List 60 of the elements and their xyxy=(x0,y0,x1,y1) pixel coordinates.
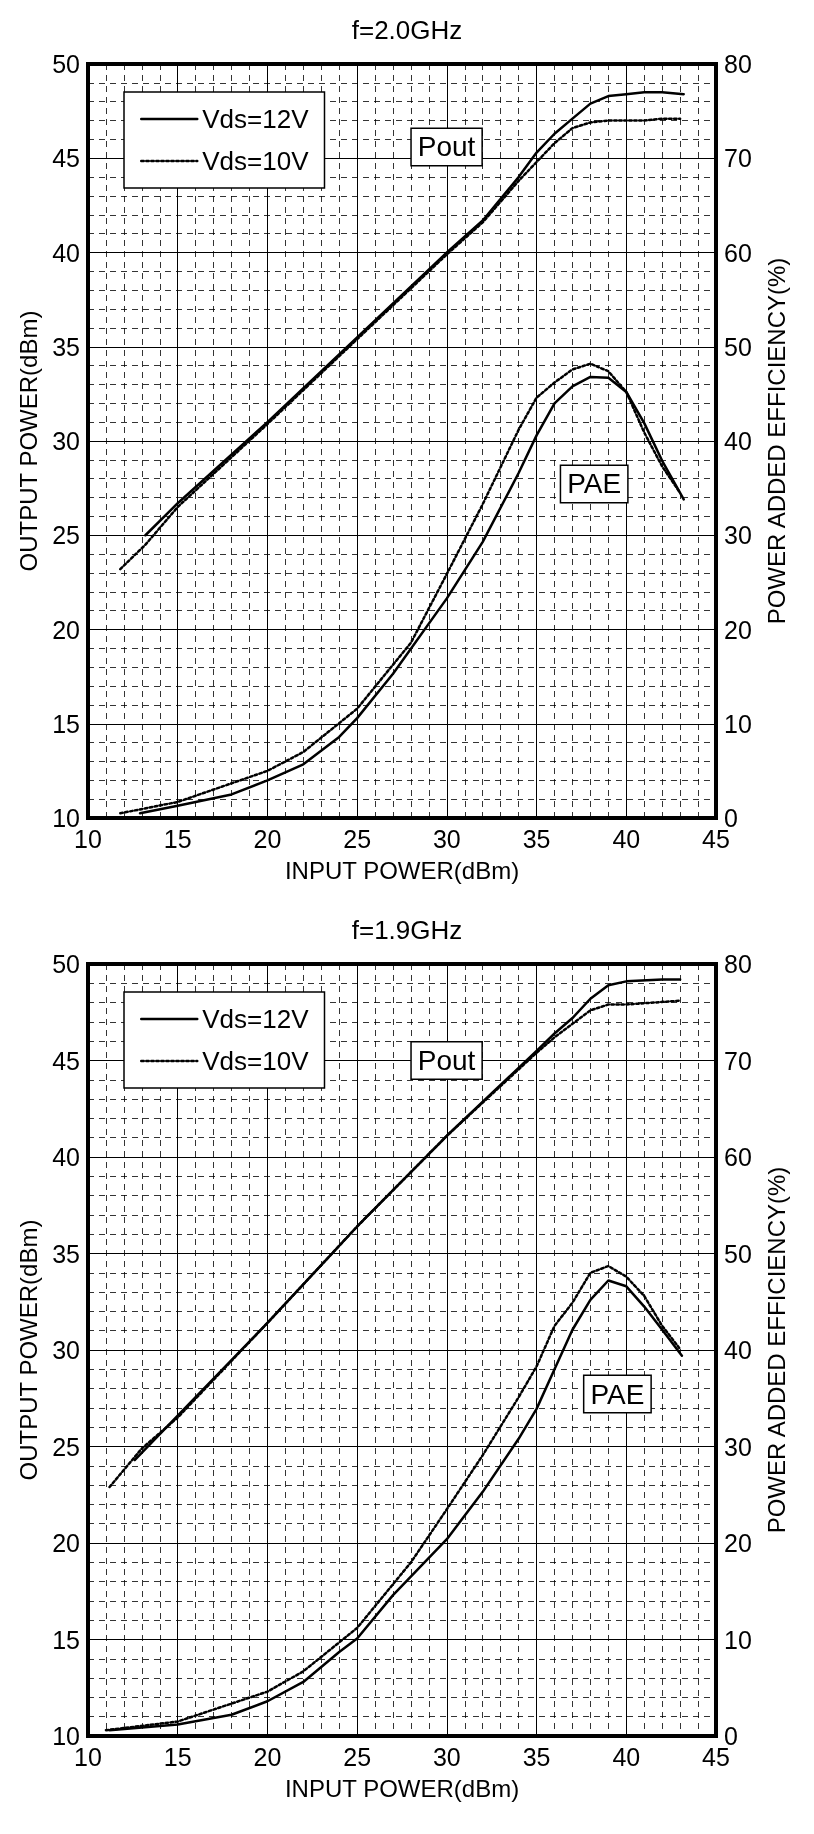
x-tick-label: 20 xyxy=(253,824,282,853)
chart-title: f=1.9GHz xyxy=(351,915,463,945)
y-tick-label: 50 xyxy=(52,50,80,78)
y2-tick-label: 70 xyxy=(724,1046,752,1075)
y-tick-label: 15 xyxy=(52,1625,80,1654)
x-tick-label: 15 xyxy=(163,1742,192,1771)
y-tick-label: 45 xyxy=(52,144,80,173)
y2-tick-label: 30 xyxy=(724,1432,752,1461)
y-axis-title: OUTPUT POWER(dBm) xyxy=(14,1219,42,1481)
y-tick-label: 25 xyxy=(52,1432,80,1461)
y2-tick-label: 50 xyxy=(724,1239,752,1268)
legend-label: Vds=12V xyxy=(202,104,310,134)
y-tick-label: 40 xyxy=(52,1143,80,1171)
x-tick-label: 40 xyxy=(612,1742,641,1771)
annotation: Pout xyxy=(417,131,476,163)
y-tick-label: 20 xyxy=(52,1529,80,1557)
x-axis-title: INPUT POWER(dBm) xyxy=(284,1774,520,1802)
x-tick-label: 35 xyxy=(522,1742,551,1771)
y-tick-label: 30 xyxy=(52,1336,80,1364)
y2-axis-title: POWER ADDED EFFICIENCY(%) xyxy=(762,257,790,625)
y-tick-label: 25 xyxy=(52,521,80,550)
y-axis-title: OUTPUT POWER(dBm) xyxy=(14,310,42,572)
y2-tick-label: 30 xyxy=(724,521,752,550)
x-tick-label: 40 xyxy=(612,824,641,853)
x-tick-label: 30 xyxy=(432,1742,461,1771)
y2-tick-label: 60 xyxy=(724,1143,752,1171)
y2-tick-label: 50 xyxy=(724,332,752,361)
x-tick-label: 25 xyxy=(343,1742,372,1771)
y-tick-label: 50 xyxy=(52,950,80,978)
x-tick-label: 30 xyxy=(432,824,461,853)
y2-tick-label: 20 xyxy=(724,615,752,644)
x-tick-label: 15 xyxy=(163,824,192,853)
y2-tick-label: 40 xyxy=(724,427,752,455)
x-axis-title: INPUT POWER(dBm) xyxy=(284,856,520,884)
chart-title: f=2.0GHz xyxy=(351,15,463,45)
y2-tick-label: 20 xyxy=(724,1529,752,1557)
y2-axis-title: POWER ADDED EFFICIENCY(%) xyxy=(762,1166,790,1534)
legend-label: Vds=10V xyxy=(202,1046,310,1076)
y2-tick-label: 40 xyxy=(724,1336,752,1364)
y-tick-label: 35 xyxy=(52,1239,80,1268)
legend-label: Vds=10V xyxy=(202,146,310,176)
x-tick-label: 25 xyxy=(343,824,372,853)
y2-tick-label: 60 xyxy=(724,238,752,267)
y2-tick-label: 10 xyxy=(724,1625,752,1654)
y-tick-label: 15 xyxy=(52,709,80,738)
y-tick-label: 40 xyxy=(52,238,80,267)
y2-tick-label: 10 xyxy=(724,709,752,738)
x-tick-label: 20 xyxy=(253,1742,282,1771)
y-tick-label: 35 xyxy=(52,332,80,361)
annotation: PAE xyxy=(567,468,622,500)
y-tick-label: 20 xyxy=(52,615,80,644)
y-tick-label: 30 xyxy=(52,427,80,455)
y-tick-label: 45 xyxy=(52,1046,80,1075)
y2-tick-label: 70 xyxy=(724,144,752,173)
y2-tick-label: 80 xyxy=(724,950,752,978)
annotation: PAE xyxy=(590,1378,645,1410)
legend-label: Vds=12V xyxy=(202,1004,310,1034)
annotation: Pout xyxy=(417,1045,476,1076)
y2-tick-label: 80 xyxy=(724,50,752,78)
x-tick-label: 35 xyxy=(522,824,551,853)
